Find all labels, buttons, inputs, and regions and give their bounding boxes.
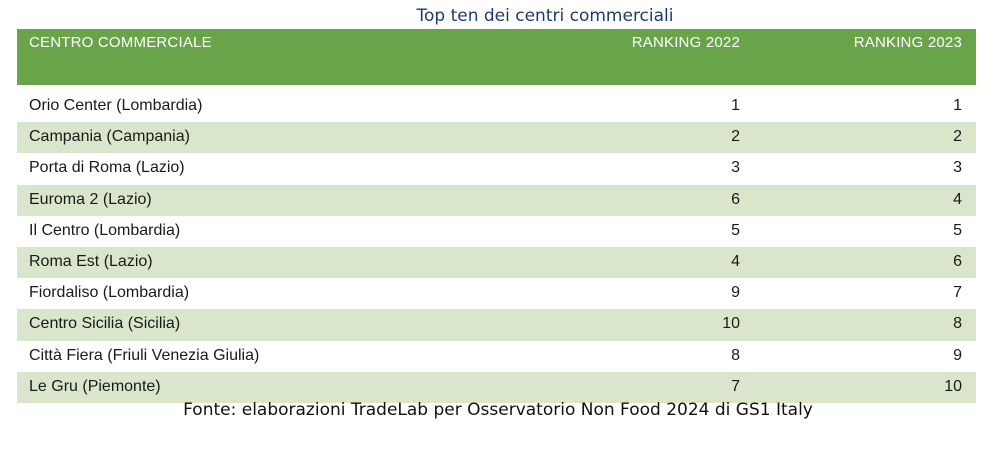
cell-ranking-2022: 4: [731, 252, 740, 270]
cell-ranking-2022: 9: [731, 284, 740, 302]
table-row: Porta di Roma (Lazio) 3 3: [17, 153, 976, 184]
table-row: Città Fiera (Friuli Venezia Giulia) 8 9: [17, 341, 976, 372]
cell-ranking-2023: 10: [944, 377, 962, 395]
cell-centro: Campania (Campania): [29, 128, 190, 146]
table-row: Euroma 2 (Lazio) 6 4: [17, 184, 976, 216]
cell-centro: Fiordaliso (Lombardia): [29, 284, 190, 302]
cell-ranking-2023: 8: [953, 315, 962, 333]
cell-centro: Orio Center (Lombardia): [29, 97, 203, 114]
table-row: Il Centro (Lombardia) 5 5: [17, 216, 976, 247]
cell-ranking-2023: 2: [953, 128, 962, 146]
cell-centro: Città Fiera (Friuli Venezia Giulia): [29, 346, 260, 364]
source-note: Fonte: elaborazioni TradeLab per Osserva…: [183, 400, 813, 420]
cell-ranking-2022: 7: [731, 377, 740, 395]
table-row: Orio Center (Lombardia) 1 1: [17, 91, 976, 122]
cell-centro: Porta di Roma (Lazio): [29, 159, 185, 177]
cell-ranking-2022: 1: [731, 97, 740, 114]
cell-ranking-2023: 3: [953, 159, 962, 177]
column-header-ranking-2023: RANKING 2023: [853, 34, 962, 51]
cell-centro: Roma Est (Lazio): [29, 252, 153, 270]
cell-centro: Il Centro (Lombardia): [29, 221, 181, 239]
cell-ranking-2023: 9: [953, 346, 962, 364]
cell-centro: Euroma 2 (Lazio): [29, 190, 152, 208]
cell-centro: Le Gru (Piemonte): [29, 377, 161, 395]
table-title: Top ten dei centri commerciali: [416, 6, 674, 26]
table-header: CENTRO COMMERCIALE RANKING 2022 RANKING …: [17, 29, 976, 85]
table-body: Orio Center (Lombardia) 1 1 Campania (Campa…: [17, 91, 976, 403]
ranking-table: CENTRO COMMERCIALE RANKING 2022 RANKING …: [17, 29, 976, 403]
cell-ranking-2023: 5: [953, 221, 962, 239]
cell-ranking-2022: 6: [731, 190, 740, 208]
table-row: Centro Sicilia (Sicilia) 10 8: [17, 309, 976, 341]
column-header-centro: CENTRO COMMERCIALE: [29, 34, 212, 51]
table-row: Roma Est (Lazio) 4 6: [17, 246, 976, 279]
cell-ranking-2022: 8: [731, 346, 740, 364]
column-header-ranking-2022: RANKING 2022: [631, 34, 740, 51]
cell-centro: Centro Sicilia (Sicilia): [29, 315, 181, 333]
cell-ranking-2022: 5: [731, 221, 740, 239]
table-row: Fiordaliso (Lombardia) 9 7: [17, 278, 976, 309]
cell-ranking-2023: 1: [953, 97, 962, 114]
table-row: Le Gru (Piemonte) 7 10: [17, 371, 976, 403]
cell-ranking-2022: 3: [731, 159, 740, 177]
cell-ranking-2023: 4: [953, 190, 962, 208]
cell-ranking-2022: 2: [731, 128, 740, 146]
cell-ranking-2023: 6: [953, 252, 962, 270]
cell-ranking-2023: 7: [953, 284, 962, 302]
cell-ranking-2022: 10: [722, 315, 740, 333]
table-row: Campania (Campania) 2 2: [17, 122, 976, 154]
